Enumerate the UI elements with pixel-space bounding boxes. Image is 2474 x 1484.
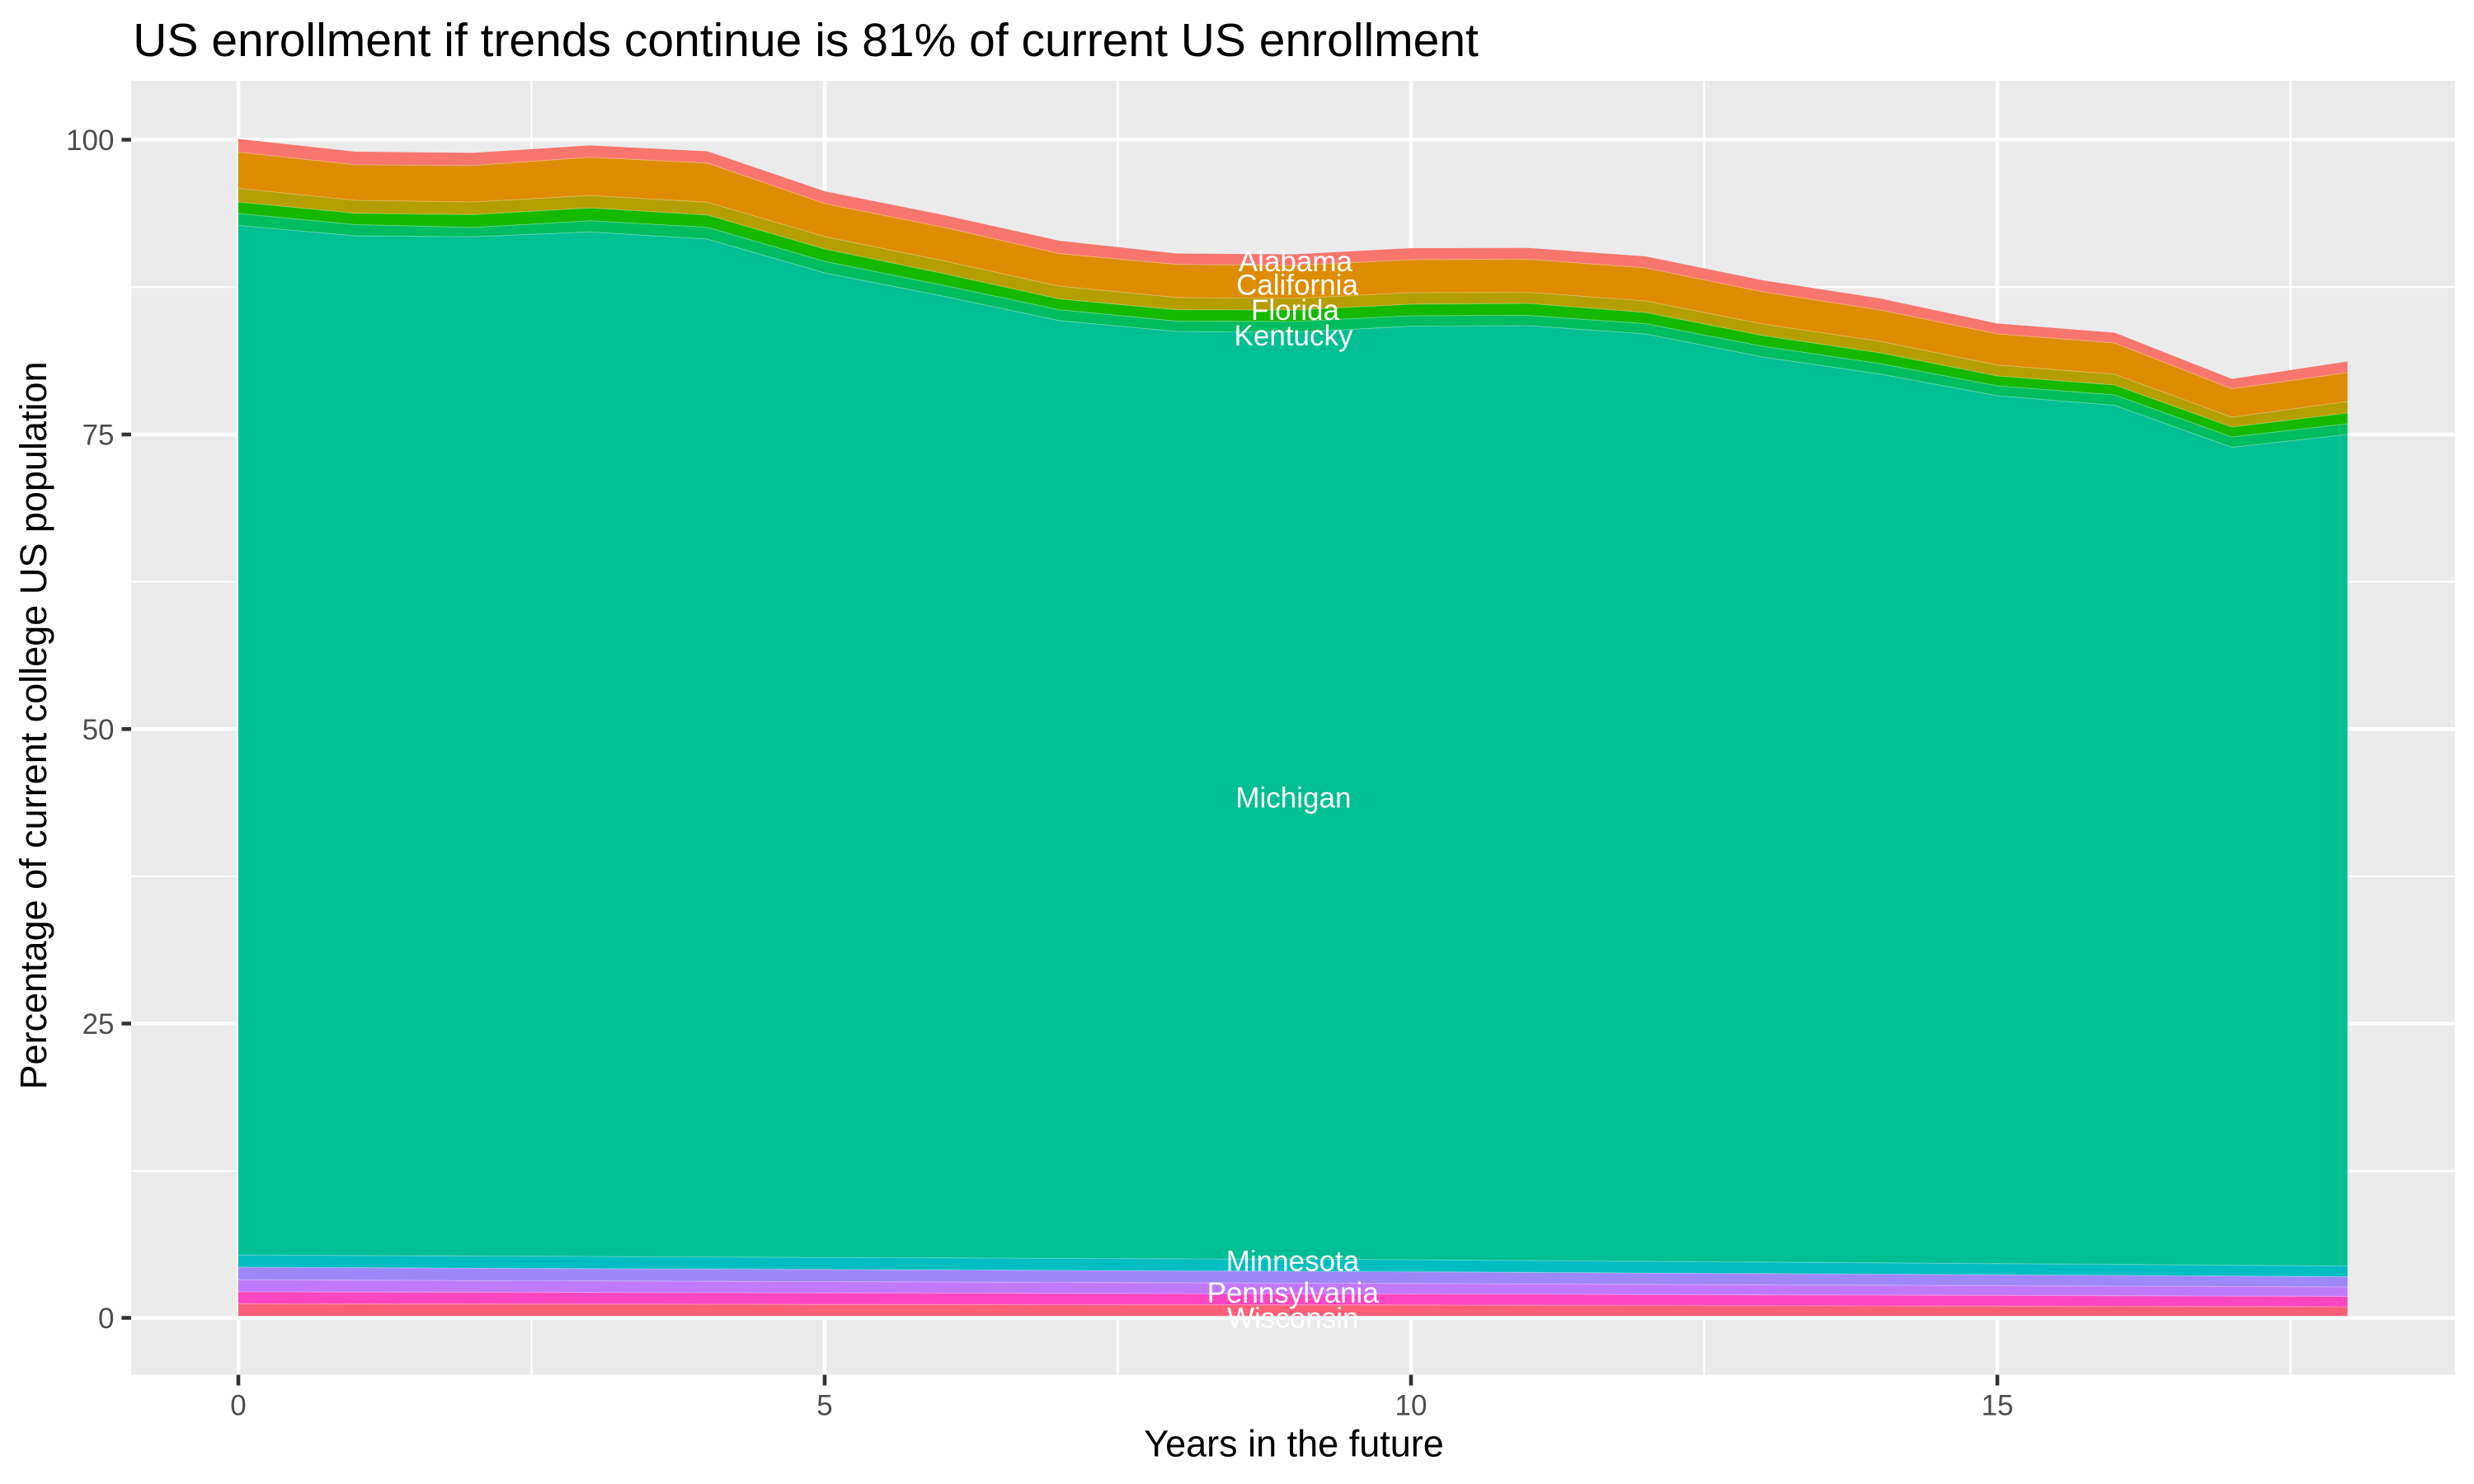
- svg-text:Florida: Florida: [1251, 294, 1340, 326]
- svg-text:25: 25: [82, 1008, 115, 1040]
- svg-text:15: 15: [1982, 1390, 2014, 1422]
- svg-text:100: 100: [66, 124, 114, 157]
- svg-text:US enrollment if trends contin: US enrollment if trends continue is 81% …: [133, 14, 1479, 67]
- svg-text:Michigan: Michigan: [1235, 782, 1351, 815]
- svg-text:5: 5: [816, 1390, 832, 1422]
- svg-text:0: 0: [230, 1390, 246, 1422]
- svg-text:Percentage of current college: Percentage of current college US populat…: [12, 361, 54, 1089]
- svg-text:75: 75: [82, 420, 115, 452]
- svg-text:Minnesota: Minnesota: [1226, 1245, 1360, 1277]
- svg-text:California: California: [1236, 270, 1358, 302]
- svg-text:Pennsylvania: Pennsylvania: [1207, 1277, 1380, 1309]
- svg-text:50: 50: [82, 714, 115, 746]
- svg-text:Alabama: Alabama: [1239, 246, 1353, 278]
- svg-text:Wisconsin: Wisconsin: [1227, 1303, 1358, 1335]
- svg-text:Kentucky: Kentucky: [1235, 320, 1353, 352]
- svg-text:Years in the future: Years in the future: [1144, 1423, 1444, 1465]
- svg-text:0: 0: [98, 1303, 114, 1335]
- svg-text:10: 10: [1395, 1390, 1427, 1422]
